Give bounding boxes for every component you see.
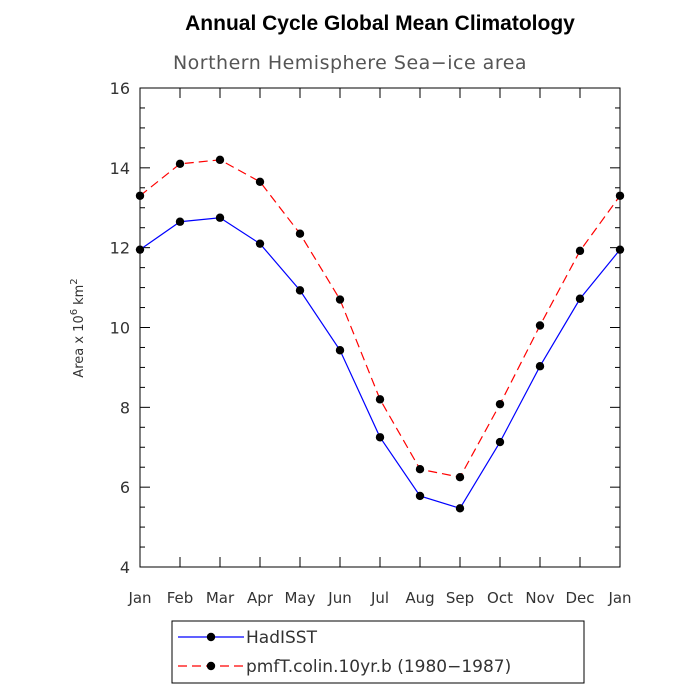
- x-tick-label: Jan: [607, 589, 631, 607]
- legend-label-1: HadISST: [246, 628, 318, 648]
- x-tick-label: Aug: [405, 589, 434, 607]
- series-2-point: [615, 191, 625, 200]
- x-tick-label: Sep: [446, 589, 474, 607]
- svg-text:Area x 106km2: Area x 106 km2: [69, 278, 87, 377]
- legend: HadISST pmfT.colin.10yr.b (1980−1987): [171, 620, 585, 684]
- series-2-point: [135, 191, 145, 200]
- series-2-point: [495, 399, 505, 409]
- series-2-point: [215, 155, 225, 165]
- series-2-point: [335, 295, 345, 304]
- chart-subtitle: Northern Hemisphere Sea−ice area: [173, 52, 527, 74]
- x-tick-label: Jun: [327, 589, 351, 607]
- x-tick-label: Nov: [525, 589, 554, 607]
- y-tick-label: 8: [120, 398, 130, 417]
- x-tick-label: Jan: [127, 589, 151, 607]
- series-2-point: [575, 246, 585, 256]
- series-1-point: [335, 346, 345, 355]
- chart-title: Annual Cycle Global Mean Climatology: [185, 12, 575, 35]
- x-tick-label: Mar: [206, 589, 235, 607]
- y-tick-label: 14: [110, 159, 130, 178]
- series-2-point: [175, 159, 185, 169]
- plot-frame: [139, 87, 621, 568]
- x-tick-label: Dec: [565, 589, 594, 607]
- x-tick-label: Feb: [167, 589, 194, 607]
- plot-area: 4 6 8 10 12 14 16 Jan Feb Mar Apr May Jun Jul Aug Sep Oc…: [110, 79, 632, 607]
- x-tick-label: Apr: [247, 589, 274, 607]
- legend-box: [171, 620, 585, 684]
- series-1-point: [615, 245, 625, 254]
- y-tick-label: 6: [120, 478, 130, 497]
- series-2-point: [455, 472, 465, 482]
- series-2-point: [295, 229, 305, 238]
- y-tick-label: 10: [110, 319, 130, 338]
- series-2-point: [255, 177, 265, 187]
- y-axis-label-unit-exponent: 2: [69, 278, 80, 284]
- series-1-point: [215, 213, 225, 222]
- series-1-point: [135, 245, 145, 254]
- y-tick-label: 12: [110, 239, 130, 258]
- x-tick-label: Oct: [487, 589, 513, 607]
- series-1-point: [535, 362, 545, 371]
- series-2-point: [375, 395, 385, 404]
- series-1-point: [415, 491, 425, 501]
- y-axis-label-exponent: 6: [69, 309, 80, 315]
- x-tick-label: May: [284, 589, 315, 607]
- series-1-point: [375, 433, 385, 442]
- series-1-point: [175, 217, 185, 226]
- y-axis-label: Area x 106 km2: [69, 278, 87, 377]
- series-1-point: [255, 239, 265, 248]
- y-axis-label-text: Area x 10: [72, 315, 87, 377]
- y-tick-label: 16: [110, 79, 130, 98]
- series-line-2: [139, 159, 621, 478]
- series-2-point: [415, 465, 425, 474]
- series-line-1: [139, 217, 621, 510]
- series-1-point: [575, 294, 585, 303]
- series-1-point: [495, 437, 505, 447]
- series-1-point: [295, 286, 305, 295]
- legend-label-2: pmfT.colin.10yr.b (1980−1987): [246, 657, 511, 677]
- y-axis-label-unit: km: [72, 285, 87, 305]
- series-1-point: [455, 504, 465, 513]
- legend-marker-2: [206, 661, 216, 671]
- series-2-point: [535, 321, 545, 330]
- x-tick-label: Jul: [370, 589, 389, 607]
- legend-marker-1: [206, 632, 216, 642]
- y-tick-label: 4: [120, 558, 130, 577]
